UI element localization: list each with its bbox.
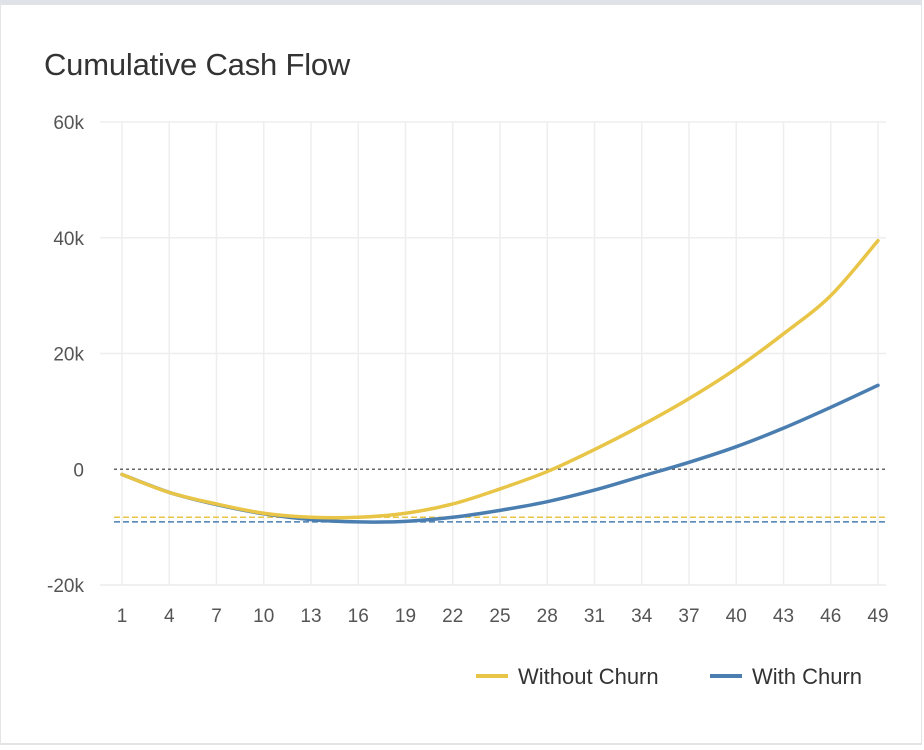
y-tick-label: 40k	[53, 229, 84, 250]
x-axis-ticks: 1 4 7 10 13 16 19 22 25 28 31 34 37 40 43 46 49	[117, 606, 889, 627]
x-tick-label: 31	[584, 606, 605, 627]
y-axis-ticks: -20k 0 20k 40k 60k	[47, 113, 84, 597]
y-tick-label: -20k	[47, 576, 84, 597]
legend-label: Without Churn	[518, 664, 659, 689]
x-tick-label: 46	[820, 606, 841, 627]
x-tick-label: 4	[164, 606, 175, 627]
x-tick-label: 1	[117, 606, 128, 627]
legend-item-with-churn[interactable]: With Churn	[710, 664, 862, 689]
without-churn-line[interactable]	[120, 238, 880, 520]
series-layer	[120, 238, 880, 524]
chart-title: Cumulative Cash Flow	[44, 47, 351, 82]
x-tick-label: 16	[348, 606, 369, 627]
x-tick-label: 13	[300, 606, 321, 627]
x-tick-label: 25	[489, 606, 510, 627]
x-tick-label: 43	[773, 606, 794, 627]
legend-item-without-churn[interactable]: Without Churn	[476, 664, 659, 689]
y-tick-label: 60k	[53, 113, 84, 134]
y-tick-label: 0	[73, 460, 84, 481]
x-tick-label: 22	[442, 606, 463, 627]
legend[interactable]: Without Churn With Churn	[476, 664, 862, 689]
reference-lines	[114, 468, 886, 523]
legend-label: With Churn	[752, 664, 862, 689]
x-tick-label: 40	[726, 606, 747, 627]
x-tick-label: 19	[395, 606, 416, 627]
x-tick-label: 34	[631, 606, 653, 627]
grid-layer	[100, 121, 886, 586]
x-tick-label: 7	[211, 606, 222, 627]
y-tick-label: 20k	[53, 345, 84, 366]
x-tick-label: 10	[253, 606, 274, 627]
x-tick-label: 28	[537, 606, 558, 627]
x-tick-label: 49	[867, 606, 888, 627]
x-tick-label: 37	[678, 606, 699, 627]
